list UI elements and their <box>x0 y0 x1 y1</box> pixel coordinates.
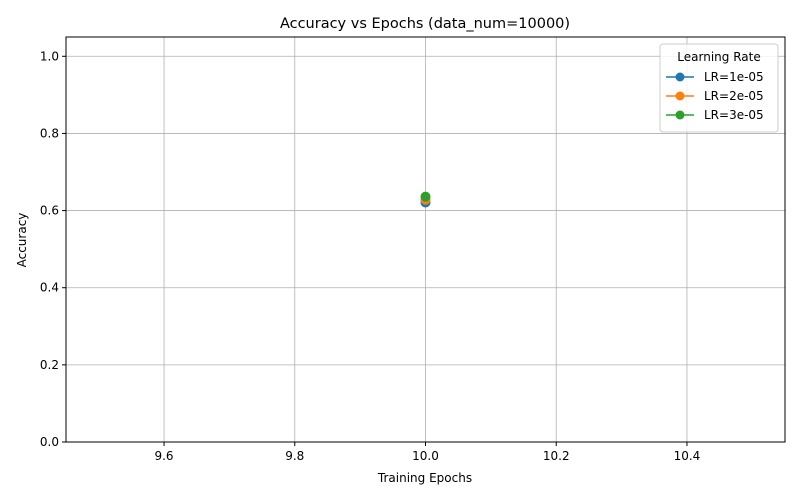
x-tick-label: 10.2 <box>543 449 570 463</box>
chart-title: Accuracy vs Epochs (data_num=10000) <box>280 16 570 32</box>
x-tick-label: 9.8 <box>285 449 304 463</box>
y-tick-label: 0.8 <box>40 126 59 140</box>
data-point <box>420 191 431 202</box>
legend-box <box>659 43 779 133</box>
x-axis-label: Training Epochs <box>377 471 472 485</box>
legend-marker <box>675 72 685 82</box>
y-tick-label: 0.2 <box>40 358 59 372</box>
legend-item: LR=3e-05 <box>666 108 764 122</box>
y-tick-label: 0.6 <box>40 204 59 218</box>
legend: Learning Rate LR=1e-05 LR=2e-05 LR=3e-05 <box>659 43 779 133</box>
y-axis-label: Accuracy <box>15 213 29 268</box>
x-tick-label: 10.0 <box>412 449 439 463</box>
series-layer <box>420 191 431 208</box>
legend-marker <box>675 91 685 101</box>
y-tick-label: 0.4 <box>40 281 59 295</box>
legend-item: LR=2e-05 <box>666 89 764 103</box>
y-tick-label: 0.0 <box>40 435 59 449</box>
legend-marker <box>675 110 685 120</box>
x-tick-label: 10.4 <box>674 449 701 463</box>
legend-item: LR=1e-05 <box>666 70 764 84</box>
legend-title: Learning Rate <box>677 50 760 64</box>
y-tick-label: 1.0 <box>40 49 59 63</box>
axes: 9.6 9.8 10.0 10.2 10.4 0.0 0.2 0.4 0.6 0.8 1.0 <box>40 36 786 463</box>
legend-label: LR=2e-05 <box>704 89 764 103</box>
series-3 <box>420 191 431 202</box>
legend-items: LR=1e-05 LR=2e-05 LR=3e-05 <box>666 70 764 122</box>
legend-label: LR=1e-05 <box>704 70 764 84</box>
legend-label: LR=3e-05 <box>704 108 764 122</box>
x-tick-label: 9.6 <box>154 449 173 463</box>
